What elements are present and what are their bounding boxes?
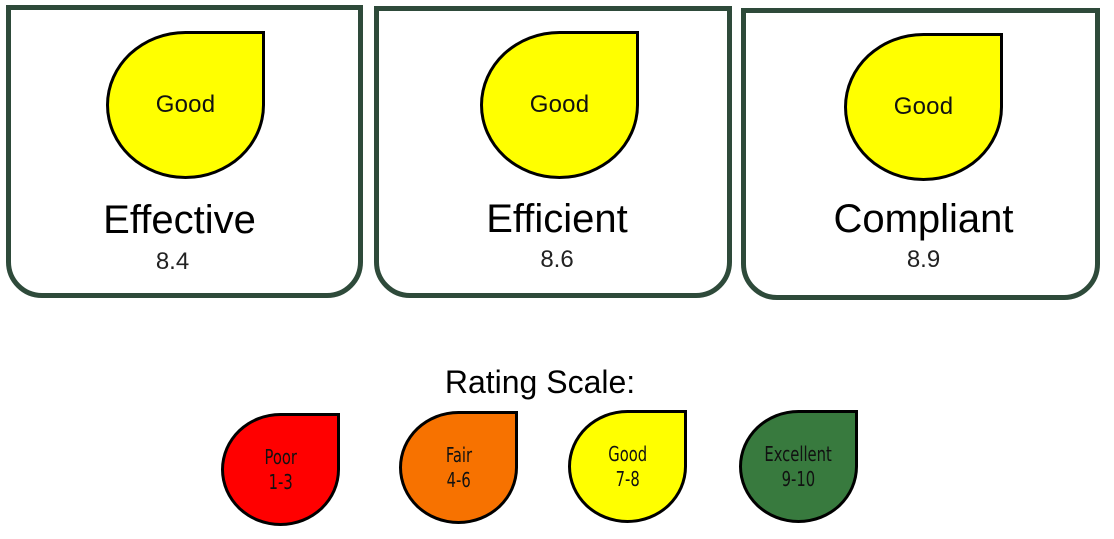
legend-fair-drop-icon: Fair 4-6 (399, 411, 518, 524)
rating-label: Good (529, 91, 590, 118)
card-score: 8.6 (540, 246, 574, 273)
legend-good-drop-icon: Good 7-8 (568, 410, 687, 523)
rating-label: Good (155, 91, 216, 118)
legend-label: Good (608, 441, 647, 466)
legend-label: Poor (264, 444, 297, 469)
card-title: Compliant (833, 197, 1014, 241)
card-score: 8.4 (155, 248, 190, 275)
rating-drop-icon: Good (844, 33, 1003, 181)
card-effective: Good Effective 8.4 (6, 5, 363, 298)
rating-label: Good (893, 93, 954, 120)
card-efficient: Good Efficient 8.6 (374, 6, 732, 298)
legend-range: 7-8 (615, 466, 640, 491)
legend-poor-drop-icon: Poor 1-3 (221, 413, 340, 526)
card-compliant: Good Compliant 8.9 (741, 8, 1100, 300)
rating-drop-icon: Good (480, 31, 639, 179)
rating-drop-icon: Good (106, 31, 265, 179)
card-title: Efficient (486, 197, 628, 241)
legend-range: 1-3 (268, 469, 293, 494)
rating-scale-title: Rating Scale: (444, 364, 636, 400)
card-score: 8.9 (906, 246, 941, 273)
legend-label: Fair (445, 442, 472, 467)
legend-range: 4-6 (446, 467, 471, 492)
legend-excellent-drop-icon: Excellent 9-10 (739, 410, 858, 523)
legend-range: 9-10 (781, 466, 816, 491)
card-title: Effective (103, 198, 256, 242)
legend-label: Excellent (764, 441, 833, 466)
